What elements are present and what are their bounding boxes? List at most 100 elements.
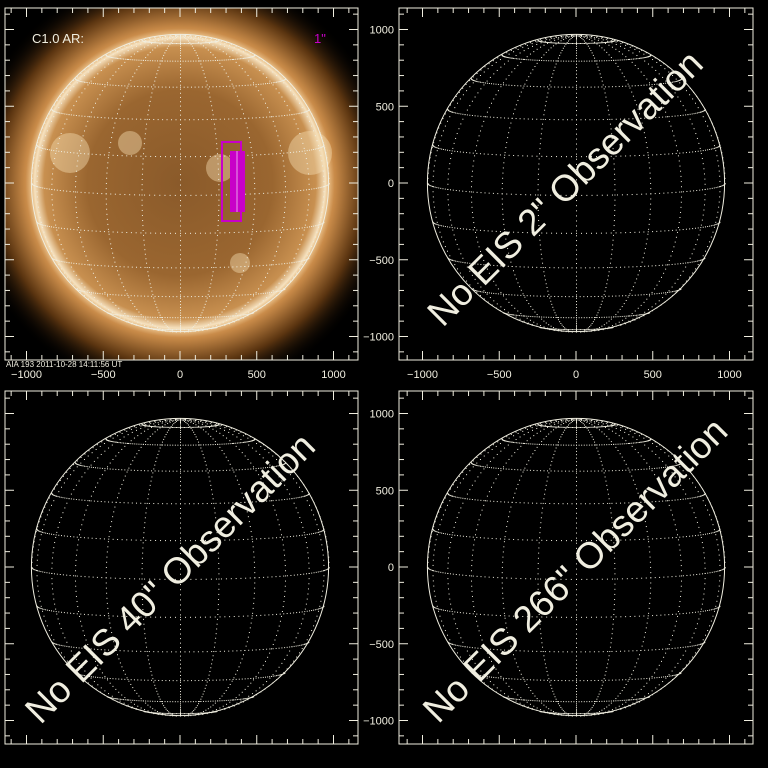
grid-dot <box>251 312 253 314</box>
grid-dot <box>198 38 200 40</box>
grid-dot <box>595 328 597 330</box>
grid-dot <box>43 231 45 233</box>
grid-dot <box>163 712 165 714</box>
grid-dot <box>279 145 281 147</box>
grid-dot <box>207 60 209 62</box>
grid-dot <box>269 80 271 82</box>
grid-dot <box>36 191 38 193</box>
grid-dot <box>317 187 319 189</box>
grid-dot <box>578 329 580 331</box>
grid-dot <box>208 470 210 472</box>
grid-dot <box>610 316 612 318</box>
grid-dot <box>251 649 253 651</box>
grid-dot <box>111 697 113 699</box>
grid-dot <box>665 293 667 295</box>
grid-dot <box>685 266 687 268</box>
grid-dot <box>661 102 663 104</box>
grid-dot <box>651 84 653 86</box>
grid-dot <box>523 85 525 87</box>
grid-dot <box>54 643 56 645</box>
grid-dot <box>675 290 677 292</box>
grid-dot <box>84 291 86 293</box>
grid-dot <box>187 470 189 472</box>
grid-dot <box>295 113 297 115</box>
grid-dot <box>327 568 329 570</box>
grid-dot <box>307 209 309 211</box>
grid-dot <box>180 148 181 150</box>
grid-dot <box>297 190 299 192</box>
grid-dot <box>581 35 583 37</box>
grid-dot <box>573 317 575 319</box>
grid-dot <box>241 698 243 700</box>
grid-dot <box>711 187 713 189</box>
grid-dot <box>58 611 60 613</box>
grid-dot <box>194 37 196 39</box>
grid-dot <box>612 148 614 150</box>
grid-dot <box>321 530 323 532</box>
grid-dot <box>656 154 658 156</box>
grid-dot <box>597 328 599 330</box>
grid-dot <box>639 314 641 316</box>
grid-dot <box>628 58 630 60</box>
grid-dot <box>576 174 577 176</box>
grid-dot <box>277 246 279 248</box>
grid-dot <box>268 68 270 70</box>
grid-dot <box>97 648 99 650</box>
grid-dot <box>505 84 507 86</box>
grid-dot <box>187 329 189 331</box>
grid-dot <box>246 697 248 699</box>
grid-dot <box>707 246 709 248</box>
grid-dot <box>527 266 529 268</box>
grid-dot <box>311 113 313 115</box>
grid-dot <box>39 607 41 609</box>
grid-dot <box>197 41 199 43</box>
grid-dot <box>517 319 519 321</box>
grid-dot <box>689 228 691 230</box>
grid-dot <box>87 120 89 122</box>
grid-dot <box>576 287 577 289</box>
grid-dot <box>138 700 140 702</box>
grid-dot <box>663 107 665 109</box>
grid-dot <box>598 329 600 331</box>
grid-dot <box>157 651 159 653</box>
grid-dot <box>680 206 682 208</box>
grid-dot <box>123 650 125 652</box>
grid-dot <box>53 116 55 118</box>
grid-dot <box>37 206 39 208</box>
grid-dot <box>454 107 456 109</box>
grid-dot <box>140 41 142 43</box>
grid-dot <box>124 289 126 291</box>
grid-dot <box>580 43 582 45</box>
grid-dot <box>306 255 308 257</box>
grid-dot <box>601 47 603 49</box>
grid-dot <box>278 290 280 292</box>
grid-dot <box>631 313 633 315</box>
grid-dot <box>554 312 556 314</box>
grid-dot <box>164 232 166 234</box>
grid-dot <box>448 173 450 175</box>
grid-dot <box>508 301 510 303</box>
grid-dot <box>201 328 203 330</box>
grid-dot <box>240 47 242 49</box>
grid-dot <box>605 96 607 98</box>
grid-dot <box>717 223 719 225</box>
grid-dot <box>38 137 40 139</box>
grid-dot <box>269 116 271 118</box>
grid-dot <box>140 316 142 318</box>
grid-dot <box>308 108 310 110</box>
grid-dot <box>637 108 639 110</box>
grid-dot <box>248 60 250 62</box>
grid-dot <box>215 502 217 504</box>
grid-dot <box>137 295 139 297</box>
grid-dot <box>158 470 160 472</box>
grid-dot <box>133 53 135 55</box>
grid-dot <box>97 73 99 75</box>
grid-dot <box>311 149 313 151</box>
grid-dot <box>175 43 177 45</box>
grid-dot <box>578 35 580 37</box>
grid-dot <box>164 578 166 580</box>
grid-dot <box>53 258 55 260</box>
grid-dot <box>204 42 206 44</box>
grid-dot <box>696 95 698 97</box>
grid-dot <box>201 470 203 472</box>
